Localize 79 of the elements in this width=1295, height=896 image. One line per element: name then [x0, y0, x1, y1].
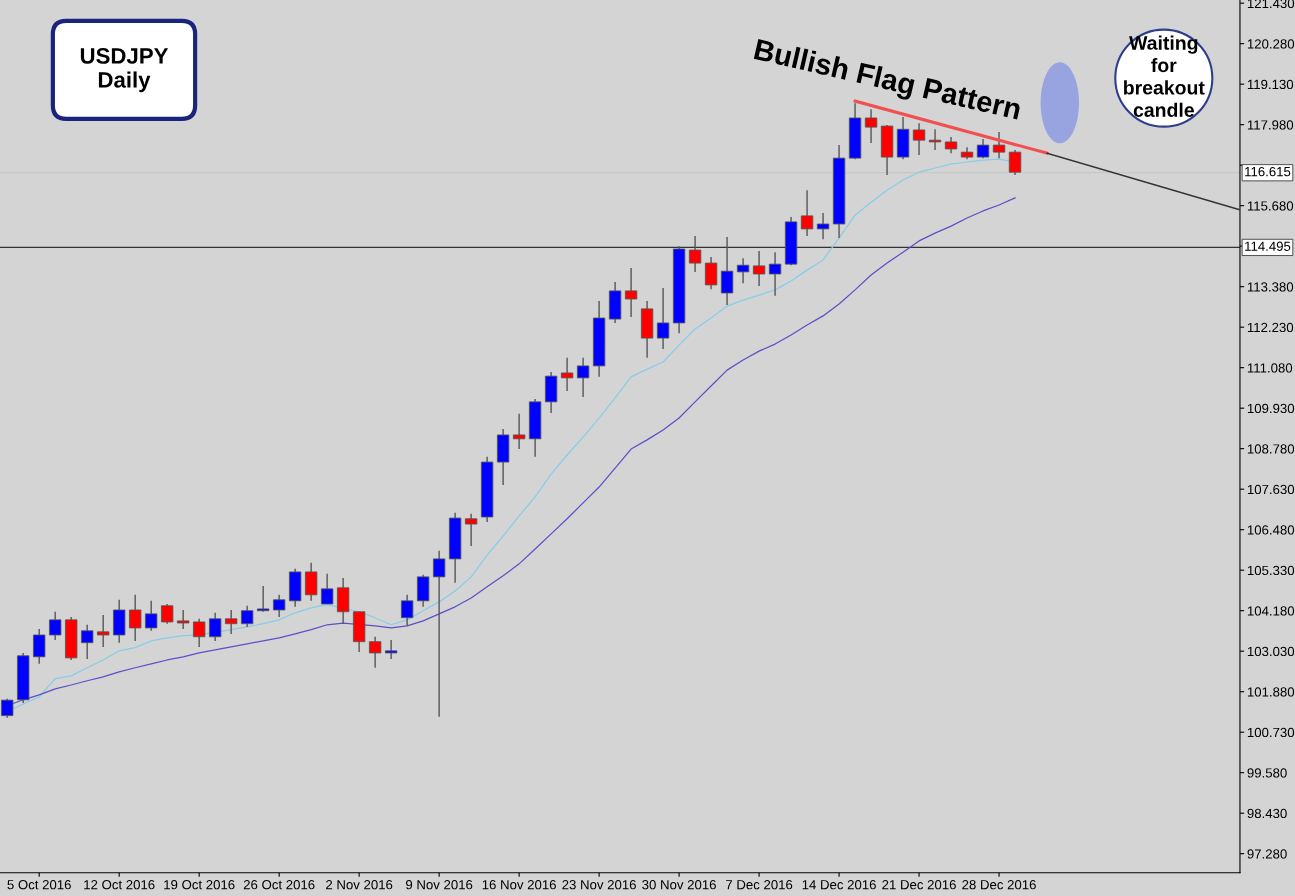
y-tick-label: 98.430 — [1247, 808, 1287, 819]
candlestick — [752, 250, 766, 287]
y-tick-label: 101.880 — [1247, 687, 1295, 697]
y-tick-label: 109.930 — [1247, 403, 1295, 414]
x-tick-label: 14 Dec 2016 — [802, 880, 876, 890]
candlestick — [416, 574, 430, 608]
candlestick — [1008, 149, 1022, 176]
candlestick — [272, 594, 286, 618]
candlestick — [336, 577, 350, 625]
candlestick — [240, 605, 254, 628]
candlestick — [512, 413, 526, 450]
candlestick — [49, 611, 62, 641]
x-tick-label: 23 Nov 2016 — [562, 880, 636, 890]
candlestick — [992, 131, 1006, 159]
y-tick-label: 97.280 — [1247, 849, 1287, 859]
annotation: Waiting for breakout candle — [1124, 35, 1205, 117]
y-tick-label: 113.380 — [1247, 282, 1294, 292]
candlestick — [384, 639, 398, 660]
x-tick-label: 5 Oct 2016 — [7, 880, 71, 890]
candlestick — [464, 513, 478, 547]
candlestick — [768, 251, 782, 297]
candlestick — [176, 609, 190, 630]
y-tick-label: 100.730 — [1247, 727, 1295, 738]
x-tick-label: 2 Nov 2016 — [326, 880, 393, 890]
x-tick-label: 21 Dec 2016 — [882, 880, 956, 890]
y-tick-label: 117.980 — [1247, 120, 1294, 130]
y-tick-label: 105.330 — [1247, 565, 1295, 576]
candlestick — [208, 612, 222, 642]
x-tick-label: 7 Dec 2016 — [726, 880, 793, 890]
x-tick-label: 30 Nov 2016 — [642, 880, 716, 890]
x-tick-label: 26 Oct 2016 — [243, 880, 315, 890]
candlestick — [688, 235, 702, 273]
y-tick-label: 120.280 — [1247, 39, 1295, 49]
y-tick-label: 119.130 — [1247, 79, 1294, 90]
y-tick-label: 99.580 — [1247, 768, 1287, 778]
y-tick-label: 111.080 — [1247, 363, 1293, 373]
candlestick — [129, 594, 142, 642]
y-tick-label: 106.480 — [1247, 525, 1295, 535]
y-tick-label: 115.680 — [1247, 201, 1294, 211]
candlestick — [400, 594, 414, 627]
candlestick — [864, 108, 878, 144]
candlestick — [816, 212, 830, 240]
text: Daily — [98, 71, 151, 93]
y-tick-label: 108.780 — [1247, 444, 1295, 454]
candlestick — [304, 562, 318, 602]
candlestick — [560, 357, 574, 392]
candlestick — [256, 585, 270, 613]
y-tick-label: 112.230 — [1247, 322, 1294, 333]
candlestick — [97, 614, 110, 648]
candlestick — [576, 357, 590, 398]
candlestick — [704, 256, 718, 290]
x-tick-label: 16 Nov 2016 — [482, 880, 556, 890]
candlestick — [192, 618, 206, 648]
candlestick — [800, 189, 814, 237]
candlestick — [720, 236, 734, 306]
candlestick — [912, 122, 926, 156]
candlestick — [145, 600, 158, 632]
candlestick — [432, 550, 446, 718]
y-tick-label: 103.030 — [1247, 646, 1295, 657]
ref-line-label: 114.495 — [1245, 241, 1291, 251]
candlestick — [160, 603, 174, 625]
candlestick — [368, 636, 382, 669]
y-tick-label: 104.180 — [1247, 606, 1295, 616]
candlestick — [736, 257, 750, 284]
x-tick-label: 28 Dec 2016 — [962, 880, 1036, 890]
candlestick — [224, 609, 238, 635]
annotation: Bullish Flag Pattern — [752, 38, 1022, 126]
x-tick-label: 19 Oct 2016 — [164, 880, 235, 890]
candlestick — [320, 573, 334, 605]
ref-line-label: 116.615 — [1245, 166, 1291, 177]
text: USDJPY — [80, 48, 169, 64]
candlestick — [81, 624, 94, 660]
x-tick-label: 9 Nov 2016 — [406, 880, 473, 890]
candlestick — [624, 267, 638, 318]
candlestick — [656, 287, 670, 350]
candlestick — [33, 628, 46, 665]
x-tick-label: 12 Oct 2016 — [84, 880, 155, 890]
y-tick-label: 107.630 — [1247, 484, 1295, 495]
candlestick — [928, 128, 942, 151]
